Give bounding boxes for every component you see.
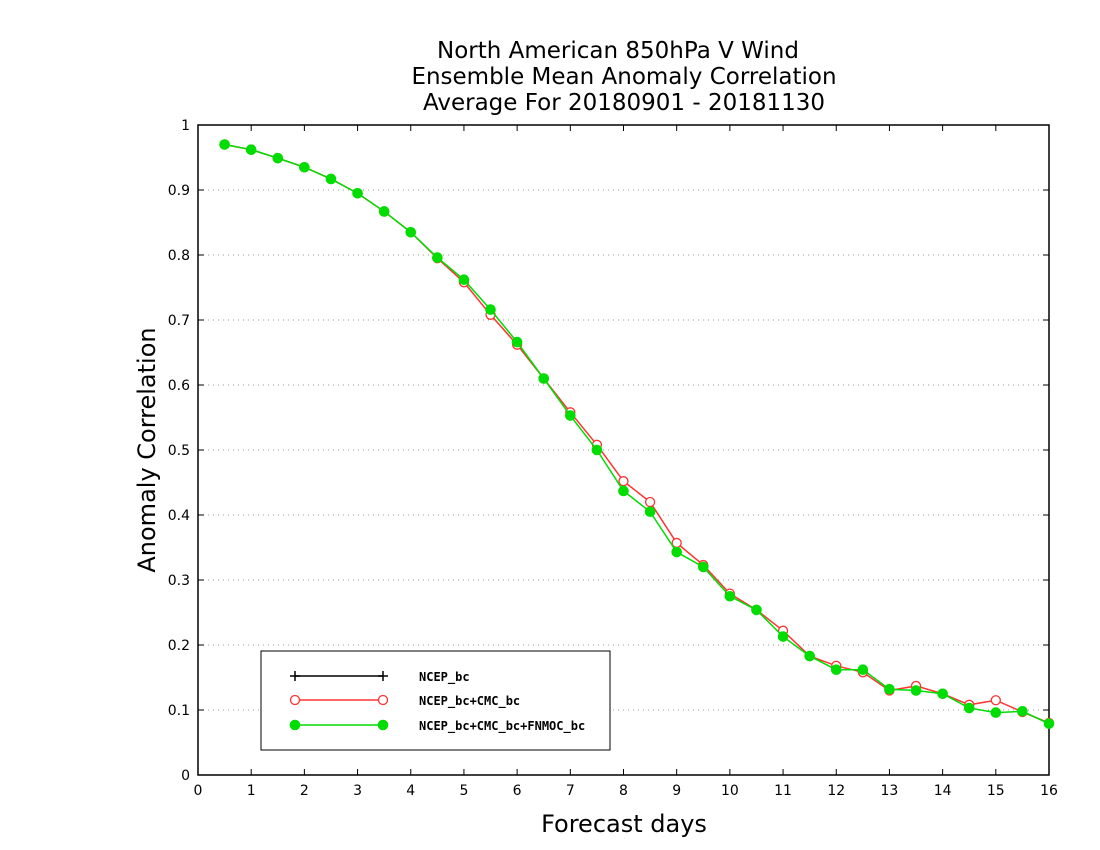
- y-axis-label: Anomaly Correlation: [133, 327, 161, 572]
- x-tick-label: 0: [194, 783, 203, 799]
- legend-swatch-marker: [289, 694, 301, 706]
- y-tick-label: 0.9: [168, 183, 190, 199]
- data-point: [378, 206, 390, 217]
- data-point: [697, 561, 709, 573]
- legend-swatch-marker: [289, 719, 301, 731]
- chart-title-line-2: Ensemble Mean Anomaly Correlation: [411, 64, 836, 90]
- gridlines: [198, 189, 1049, 711]
- chart-title: North American 850hPa V Wind Ensemble Me…: [411, 38, 836, 116]
- x-tick-label: 7: [566, 783, 575, 799]
- data-point: [804, 650, 815, 662]
- data-point: [538, 373, 550, 384]
- data-point: [751, 604, 762, 616]
- x-tick-label: 16: [1040, 783, 1058, 799]
- legend-swatch-marker: [377, 719, 389, 731]
- x-tick-label: 6: [513, 783, 522, 799]
- y-tick-label: 0: [181, 768, 190, 784]
- x-tick-label: 13: [881, 783, 899, 799]
- y-tick-label: 0.7: [168, 313, 190, 329]
- data-point: [219, 139, 230, 150]
- data-point: [990, 707, 1002, 718]
- legend-item-0: NCEP_bc: [290, 670, 470, 685]
- data-point: [485, 304, 496, 315]
- data-point: [830, 664, 842, 676]
- chart-title-line-3: Average For 20180901 - 20181130: [423, 90, 825, 116]
- y-tick-label: 1: [181, 118, 190, 134]
- chart-title-line-1: North American 850hPa V Wind: [437, 38, 799, 64]
- data-point: [272, 152, 284, 164]
- x-tick-label: 15: [987, 783, 1005, 799]
- data-point: [299, 161, 310, 173]
- data-point: [325, 173, 337, 185]
- x-tick-label: 11: [774, 783, 792, 799]
- legend-label: NCEP_bc: [419, 670, 470, 685]
- data-point: [591, 444, 603, 456]
- data-point: [458, 274, 470, 286]
- series-layer: [219, 139, 1055, 729]
- data-point: [644, 496, 656, 508]
- y-tick-label: 0.6: [168, 378, 190, 394]
- data-point: [963, 702, 975, 714]
- axes: 00.10.20.30.40.50.60.70.80.910 1 2 3 4 5 6 7 8 9 1…: [168, 118, 1058, 799]
- data-point: [405, 226, 417, 238]
- x-tick-label: 3: [353, 783, 362, 799]
- x-tick-label: 12: [827, 783, 845, 799]
- x-tick-label: 8: [619, 783, 628, 799]
- x-tick-label: 9: [672, 783, 681, 799]
- data-point: [937, 688, 948, 700]
- x-axis-label: Forecast days: [541, 810, 707, 838]
- data-point: [1043, 718, 1055, 729]
- legend-swatch-marker: [290, 671, 300, 681]
- x-tick-label: 4: [406, 783, 415, 799]
- x-tick-label: 5: [459, 783, 468, 799]
- data-point: [671, 546, 682, 558]
- data-point: [777, 631, 789, 642]
- y-tick-label: 0.4: [168, 508, 190, 524]
- legend-item-2: NCEP_bc+CMC_bc+FNMOC_bc: [289, 719, 585, 734]
- data-point: [1017, 706, 1028, 717]
- legend-swatch-marker: [377, 694, 389, 706]
- series-line-1: [224, 143, 1050, 724]
- data-point: [565, 410, 576, 421]
- y-tick-label: 0.8: [168, 248, 190, 264]
- legend-label: NCEP_bc+CMC_bc+FNMOC_bc: [419, 719, 585, 734]
- x-tick-label: 2: [300, 783, 309, 799]
- data-point: [245, 144, 257, 155]
- series-1: [219, 139, 1055, 729]
- data-point: [910, 685, 922, 696]
- legend-item-1: NCEP_bc+CMC_bc: [289, 694, 520, 709]
- data-point: [857, 664, 869, 676]
- data-point: [884, 683, 895, 695]
- data-point: [432, 252, 443, 263]
- legend-swatch-marker: [378, 671, 388, 681]
- y-tick-label: 0.5: [168, 443, 190, 459]
- x-tick-label: 1: [247, 783, 256, 799]
- data-point: [352, 187, 363, 199]
- legend: NCEP_bc NCEP_bc+CMC_bc NCEP_bc+CMC_bc+FNMO…: [260, 650, 611, 751]
- y-tick-label: 0.1: [168, 703, 190, 719]
- x-tick-label: 14: [934, 783, 952, 799]
- data-point: [618, 485, 629, 497]
- series-2: [219, 139, 1055, 729]
- data-point: [644, 506, 656, 518]
- y-tick-label: 0.3: [168, 573, 190, 589]
- data-point: [511, 336, 523, 348]
- data-point: [990, 695, 1001, 706]
- data-point: [618, 476, 629, 487]
- series-line-2: [224, 143, 1050, 725]
- y-tick-label: 0.2: [168, 638, 190, 654]
- x-tick-label: 10: [721, 783, 739, 799]
- legend-label: NCEP_bc+CMC_bc: [419, 694, 520, 709]
- data-point: [724, 590, 736, 602]
